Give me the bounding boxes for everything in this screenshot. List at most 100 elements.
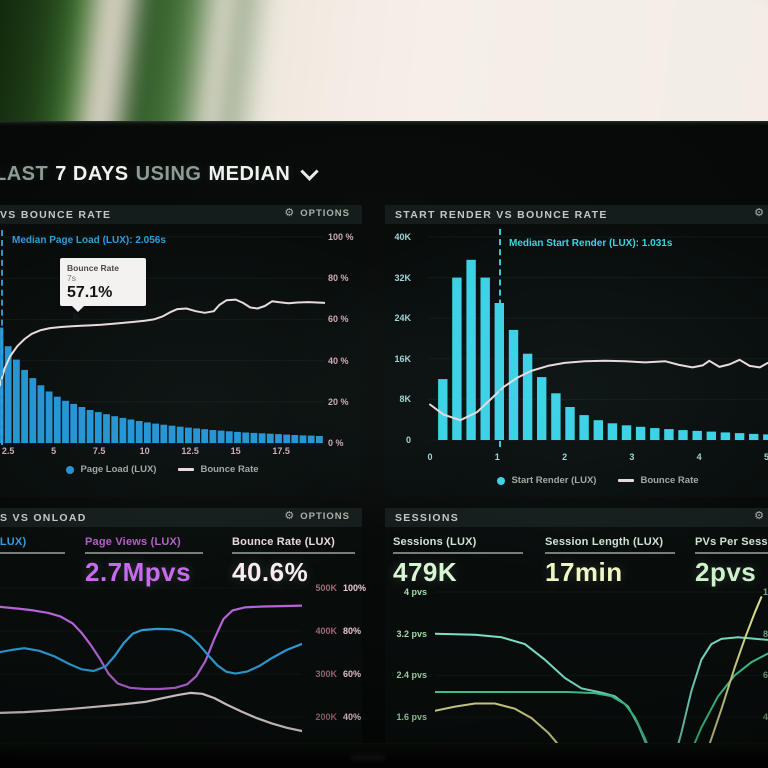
histogram-bar: [242, 432, 250, 443]
stat-page-views: Page Views (LUX) 2.7Mpvs: [85, 536, 203, 588]
tooltip-series: Bounce Rate: [67, 263, 119, 273]
legend-dot-marker: [66, 465, 75, 474]
date-range-dropdown[interactable]: LAST 7 DAYS USING MEDIAN: [0, 162, 320, 186]
panel-title-bar: S VS ONLOAD ⚙ OPTIONS: [0, 508, 362, 527]
histogram-bar: [283, 434, 291, 443]
gear-icon: ⚙: [754, 207, 765, 219]
gear-icon: ⚙: [754, 510, 765, 522]
stat-label: PVs Per Session: [695, 536, 768, 548]
histogram-bar: [53, 396, 61, 444]
stat-underline: [393, 552, 523, 554]
legend-label: Bounce Rate: [640, 475, 699, 486]
histogram-bar: [763, 434, 768, 440]
stat-value: 17min: [545, 557, 623, 587]
metric-value: MEDIAN: [208, 163, 291, 185]
axis-label: 2: [562, 452, 568, 462]
legend-item[interactable]: Page Load (LUX): [66, 464, 156, 475]
histogram-bar: [234, 431, 241, 443]
stat-bounce-rate: Bounce Rate (LUX) 40.6%: [232, 536, 355, 588]
gear-icon: ⚙: [284, 510, 296, 522]
stat-label: Page Views (LUX): [85, 536, 181, 548]
start-render-plot[interactable]: [428, 232, 768, 447]
axis-label: 3.2 pvs: [396, 628, 427, 639]
axis-label: 4: [763, 712, 768, 723]
options-label: OPTIONS: [300, 208, 350, 219]
axis-label: 500K: [315, 583, 337, 593]
panel-start-render: START RENDER VS BOUNCE RATE ⚙ Median Sta…: [385, 205, 768, 497]
legend-line-marker: [178, 468, 195, 471]
gear-icon: ⚙: [284, 207, 296, 219]
histogram-bar: [13, 359, 20, 443]
monitor-bezel: [0, 743, 768, 768]
histogram-bar: [706, 431, 716, 440]
axis-label: 5: [51, 446, 57, 456]
axis-label: 2.4 pvs: [396, 670, 427, 681]
series-line: [0, 298, 325, 387]
panel-onload: S VS ONLOAD ⚙ OPTIONS (LUX) Page Views (…: [0, 508, 366, 768]
stat-label: Session Length (LUX): [545, 536, 664, 548]
legend-item[interactable]: Bounce Rate: [178, 464, 259, 475]
monitor-screen: LAST 7 DAYS USING MEDIAN VS BOUNCE RATE …: [0, 121, 768, 768]
histogram-bar: [185, 427, 192, 444]
histogram-bar: [749, 433, 759, 440]
legend-page-load: Page Load (LUX) Bounce Rate: [0, 464, 325, 475]
histogram-bar: [720, 432, 731, 440]
histogram-bar: [201, 429, 209, 443]
axis-label: 2.5: [1, 446, 15, 456]
legend-item[interactable]: Bounce Rate: [618, 475, 699, 486]
axis-label: 60%: [343, 669, 362, 679]
histogram-bar: [86, 410, 94, 443]
legend-start-render: Start Render (LUX) Bounce Rate: [428, 475, 768, 486]
date-range-using: USING: [135, 163, 202, 185]
axis-label: 15: [230, 446, 241, 456]
options-button[interactable]: ⚙: [754, 208, 765, 219]
axis-label: 4: [696, 452, 702, 462]
histogram-bar: [62, 400, 69, 443]
options-button[interactable]: ⚙ OPTIONS: [284, 207, 350, 220]
axis-label: 17.5: [272, 446, 290, 456]
page-load-plot[interactable]: [0, 230, 325, 445]
axis-label: 0 %: [328, 438, 344, 448]
panel-sessions: SESSIONS ⚙ Sessions (LUX) 479K Session L…: [385, 508, 768, 768]
histogram-bar: [678, 430, 688, 440]
axis-label: 10: [139, 446, 150, 456]
axis-label: 1.6 pvs: [396, 712, 427, 723]
legend-label: Start Render (LUX): [511, 475, 597, 486]
onload-plot[interactable]: [0, 582, 302, 752]
axis-label: 3: [629, 452, 635, 462]
histogram-bar: [452, 277, 462, 440]
options-button[interactable]: ⚙: [754, 511, 765, 522]
histogram-bar: [275, 434, 282, 443]
histogram-bar: [307, 435, 315, 443]
histogram-bar: [635, 426, 646, 440]
stat-label: Sessions (LUX): [393, 536, 477, 548]
histogram-bar: [438, 379, 448, 440]
stat-underline: [0, 552, 65, 554]
stat-value: 479K: [393, 557, 458, 587]
panel-title: SESSIONS: [395, 512, 460, 524]
histogram-bar: [621, 425, 632, 440]
median-marker-line: [499, 229, 501, 447]
histogram-bar: [152, 423, 159, 443]
axis-label: 100 %: [328, 232, 354, 242]
axis-label: 40K: [394, 232, 411, 242]
histogram-bar: [111, 416, 119, 443]
legend-line-marker: [618, 479, 635, 482]
histogram-bar: [70, 403, 78, 443]
histogram-bar: [217, 430, 225, 443]
histogram-bar: [565, 407, 575, 440]
options-label: OPTIONS: [300, 511, 350, 522]
histogram-bar: [508, 329, 519, 440]
histogram-bar: [607, 423, 618, 440]
axis-label: 6: [763, 670, 768, 681]
sessions-plot[interactable]: [435, 582, 768, 752]
stat-pvs-per-session: PVs Per Session 2pvs: [695, 536, 768, 588]
axis-label: 16K: [394, 353, 411, 364]
histogram-bar: [480, 277, 490, 440]
histogram-bar: [250, 432, 258, 443]
legend-item[interactable]: Start Render (LUX): [497, 475, 596, 486]
histogram-bar: [209, 430, 217, 443]
options-button[interactable]: ⚙ OPTIONS: [284, 510, 350, 523]
histogram-bar: [193, 428, 200, 443]
axis-label: 100%: [343, 583, 367, 593]
